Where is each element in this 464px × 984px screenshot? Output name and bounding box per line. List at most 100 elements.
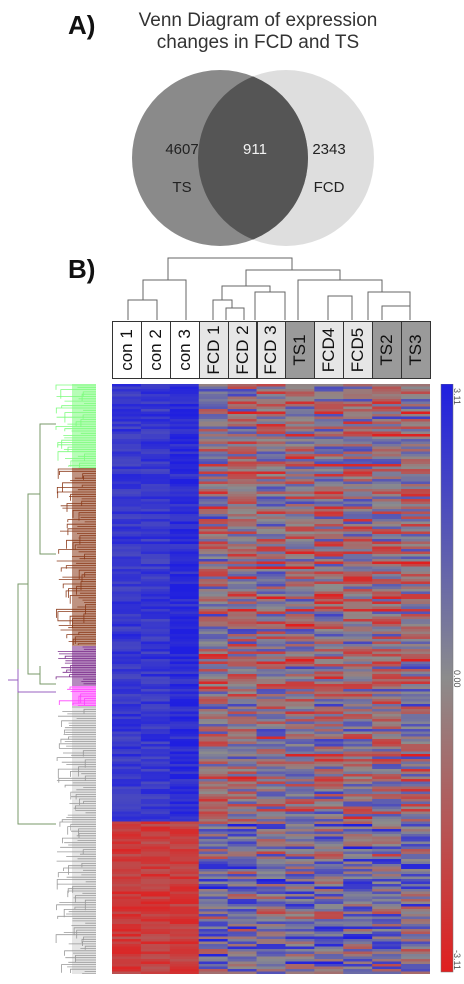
heatmap-cell (372, 449, 402, 453)
heatmap-cell (401, 696, 430, 700)
heatmap-cell (314, 656, 344, 660)
heatmap-cell (112, 501, 142, 505)
heatmap-cell (372, 789, 402, 793)
heatmap-cell (343, 664, 373, 668)
heatmap-cell (401, 416, 430, 420)
heatmap-cell (140, 486, 171, 490)
heatmap-cell (401, 774, 430, 778)
heatmap-cell (401, 671, 430, 675)
heatmap-cell (112, 854, 142, 858)
heatmap-cell (169, 449, 200, 453)
heatmap-cell (401, 581, 430, 585)
heatmap-cell (227, 844, 258, 848)
heatmap-cell (140, 784, 171, 788)
heatmap-cell (169, 841, 200, 845)
heatmap-cell (343, 631, 373, 635)
heatmap-cell (314, 636, 344, 640)
heatmap-cell (343, 569, 373, 573)
heatmap-cell (256, 671, 287, 675)
heatmap-cell (227, 459, 258, 463)
heatmap-cell (256, 616, 287, 620)
heatmap-cell (343, 579, 373, 583)
heatmap-cell (401, 811, 430, 815)
heatmap-cell (198, 916, 229, 920)
column-label-text: TS3 (405, 334, 425, 366)
heatmap-cell (372, 564, 402, 568)
heatmap-cell (140, 779, 171, 783)
heatmap-cell (256, 739, 287, 743)
heatmap-cell (314, 454, 344, 458)
heatmap-cell (256, 519, 287, 523)
heatmap-cell (401, 414, 430, 418)
heatmap-cell (372, 854, 402, 858)
heatmap-cell (372, 524, 402, 528)
heatmap-cell (140, 524, 171, 528)
heatmap-cell (401, 611, 430, 615)
heatmap-cell (285, 411, 315, 415)
heatmap-cell (198, 416, 229, 420)
heatmap-cell (343, 409, 373, 413)
heatmap-cell (227, 626, 258, 630)
heatmap-cell (169, 386, 200, 390)
heatmap-cell (227, 836, 258, 840)
heatmap-cell (256, 619, 287, 623)
heatmap-cell (169, 626, 200, 630)
heatmap-cell (372, 924, 402, 928)
heatmap-cell (112, 954, 142, 958)
heatmap-cell (285, 576, 315, 580)
heatmap-cell (343, 424, 373, 428)
heatmap-cell (401, 881, 430, 885)
heatmap-cell (285, 914, 315, 918)
heatmap-cell (256, 474, 287, 478)
heatmap-cell (256, 691, 287, 695)
heatmap-cell (401, 509, 430, 513)
heatmap-cell (198, 706, 229, 710)
heatmap-cell (285, 651, 315, 655)
heatmap-cell (314, 554, 344, 558)
heatmap-cell (169, 949, 200, 953)
heatmap-cell (343, 649, 373, 653)
heatmap-cell (372, 904, 402, 908)
heatmap-cell (401, 684, 430, 688)
heatmap-cell (372, 851, 402, 855)
heatmap-cell (372, 826, 402, 830)
heatmap-cell (372, 934, 402, 938)
heatmap-cell (314, 496, 344, 500)
heatmap-cell (112, 506, 142, 510)
heatmap-cell (256, 769, 287, 773)
heatmap-cell (198, 741, 229, 745)
heatmap-cell (285, 439, 315, 443)
heatmap-cell (256, 716, 287, 720)
heatmap-cell (314, 911, 344, 915)
heatmap-cell (372, 411, 402, 415)
heatmap-cell (372, 531, 402, 535)
heatmap-cell (112, 461, 142, 465)
heatmap-cell (401, 511, 430, 515)
heatmap-cell (140, 651, 171, 655)
heatmap-cell (227, 924, 258, 928)
heatmap-cell (198, 496, 229, 500)
venn-fcd-name: FCD (314, 179, 345, 196)
heatmap-cell (140, 726, 171, 730)
heatmap-cell (285, 426, 315, 430)
heatmap-cell (372, 824, 402, 828)
heatmap-cell (343, 636, 373, 640)
heatmap-cell (256, 586, 287, 590)
heatmap-cell (343, 841, 373, 845)
heatmap-cell (256, 946, 287, 950)
heatmap-cell (140, 409, 171, 413)
heatmap-cell (227, 879, 258, 883)
heatmap-cell (401, 859, 430, 863)
heatmap-cell (343, 639, 373, 643)
heatmap-cell (140, 521, 171, 525)
heatmap-cell (314, 929, 344, 933)
heatmap-cell (343, 924, 373, 928)
heatmap-cell (285, 676, 315, 680)
heatmap-cell (198, 854, 229, 858)
heatmap-cell (343, 861, 373, 865)
heatmap-cell (372, 519, 402, 523)
heatmap-cell (372, 626, 402, 630)
heatmap-cell (314, 904, 344, 908)
heatmap-cell (140, 446, 171, 450)
heatmap-cell (112, 806, 142, 810)
